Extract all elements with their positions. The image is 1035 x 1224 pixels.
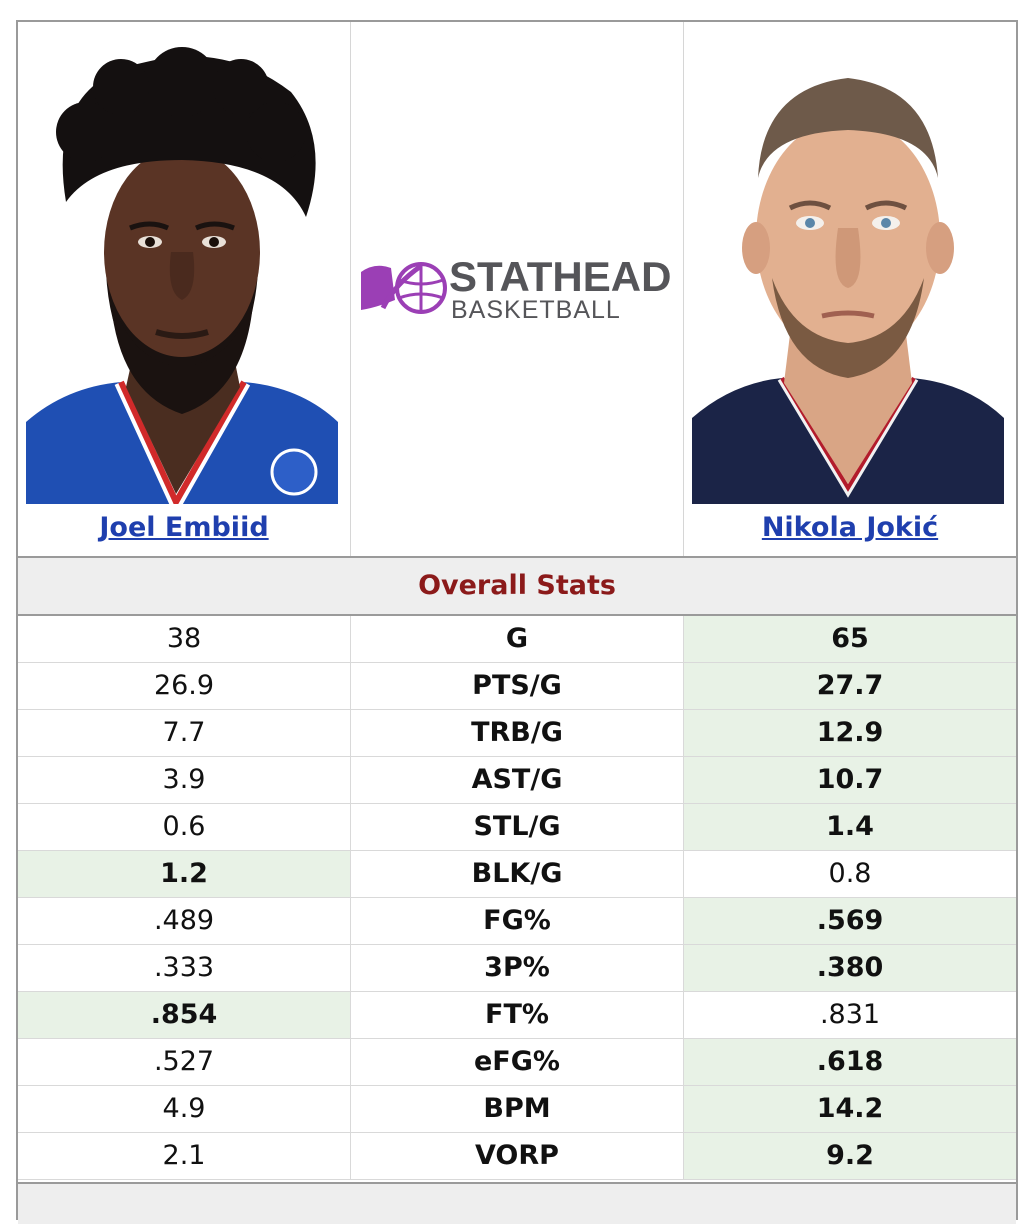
stat-value-left: .854 (18, 992, 351, 1038)
stat-value-left: 2.1 (18, 1133, 351, 1179)
stat-label: PTS/G (351, 663, 684, 709)
stat-label: STL/G (351, 804, 684, 850)
logo-subtitle: BASKETBALL (451, 296, 621, 324)
stat-value-right: 10.7 (684, 757, 1016, 803)
stat-label: BLK/G (351, 851, 684, 897)
stat-label: 3P% (351, 945, 684, 991)
stathead-logo: STATHEAD BASKETBALL (361, 253, 681, 324)
stat-label: AST/G (351, 757, 684, 803)
logo-column: STATHEAD BASKETBALL (351, 22, 684, 556)
section-header-overall-stats: Overall Stats (18, 558, 1016, 616)
stat-value-right: .831 (819, 999, 881, 1030)
stat-value-left: 3.9 (18, 757, 351, 803)
stat-value-right: 12.9 (684, 710, 1016, 756)
player-column-left: Joel Embiid (18, 22, 351, 556)
stat-value-right: .569 (684, 898, 1016, 944)
stat-value-right: 14.2 (684, 1086, 1016, 1132)
basketball-logo-icon (361, 262, 447, 314)
logo-title: STATHEAD (449, 253, 672, 300)
stat-row: 2.1 VORP 9.2 (18, 1133, 1016, 1180)
stat-value-right: 9.2 (684, 1133, 1016, 1179)
player-link-right[interactable]: Nikola Jokić (761, 512, 939, 543)
comparison-table: Joel Embiid STATHEAD BASKETBALL (16, 20, 1018, 1224)
stat-row: 7.7 TRB/G 12.9 (18, 710, 1016, 757)
player-link-left[interactable]: Joel Embiid (99, 512, 269, 543)
stat-row: 1.2 BLK/G 0.8 (18, 851, 1016, 898)
player-column-right: Nikola Jokić (684, 22, 1016, 556)
stat-value-left: .333 (18, 945, 351, 991)
player-header-row: Joel Embiid STATHEAD BASKETBALL (18, 22, 1016, 558)
stat-label: FT% (351, 992, 684, 1038)
stat-row: 38 G 65 (18, 616, 1016, 663)
stat-row: .854 FT% .831 (18, 992, 1016, 1039)
player-photo-embiid (26, 42, 338, 504)
stat-label: TRB/G (351, 710, 684, 756)
next-section-header (18, 1182, 1016, 1224)
stat-row: 3.9 AST/G 10.7 (18, 757, 1016, 804)
stat-row: 26.9 PTS/G 27.7 (18, 663, 1016, 710)
stat-value-right: .618 (684, 1039, 1016, 1085)
stat-label: BPM (351, 1086, 684, 1132)
stat-row: .489 FG% .569 (18, 898, 1016, 945)
stat-value-left: 7.7 (18, 710, 351, 756)
stat-label: VORP (351, 1133, 684, 1179)
stat-row: 0.6 STL/G 1.4 (18, 804, 1016, 851)
stat-value-right: 0.8 (828, 858, 872, 889)
stat-value-left: .527 (18, 1039, 351, 1085)
stat-value-left: 26.9 (18, 663, 351, 709)
stat-label: eFG% (351, 1039, 684, 1085)
stat-row: .527 eFG% .618 (18, 1039, 1016, 1086)
stat-value-left: 0.6 (18, 804, 351, 850)
stat-row: 4.9 BPM 14.2 (18, 1086, 1016, 1133)
stat-value-right: 1.4 (684, 804, 1016, 850)
player-photo-jokic (692, 48, 1004, 504)
stat-label: G (351, 616, 684, 662)
stat-value-left: .489 (18, 898, 351, 944)
stat-value-left: 38 (18, 616, 351, 662)
stat-row: .333 3P% .380 (18, 945, 1016, 992)
stat-label: FG% (351, 898, 684, 944)
stats-table: 38 G 65 26.9 PTS/G 27.7 7.7 TRB/G 12.9 3.9 AST/G 10… (18, 616, 1016, 1180)
stat-value-right: .380 (684, 945, 1016, 991)
stat-value-right: 27.7 (684, 663, 1016, 709)
stat-value-left: 1.2 (18, 851, 351, 897)
stat-value-left: 4.9 (18, 1086, 351, 1132)
stat-value-right: 65 (684, 616, 1016, 662)
